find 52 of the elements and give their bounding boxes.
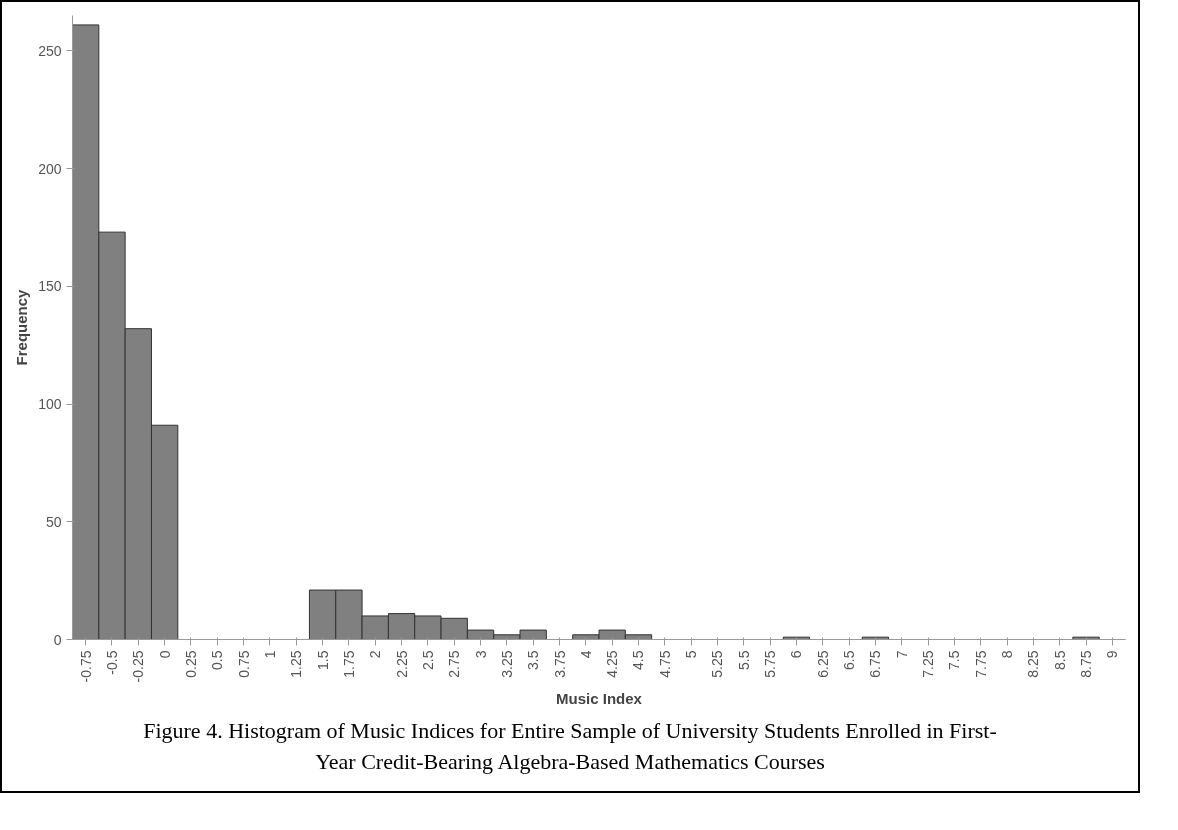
x-tick-label: 4.5	[630, 650, 647, 670]
x-tick-label: 1	[261, 650, 278, 659]
x-tick-label: 8.25	[1025, 650, 1042, 678]
x-tick-label: 0	[156, 650, 173, 659]
x-tick-label: 2.75	[446, 650, 463, 678]
x-axis-title: Music Index	[556, 690, 643, 708]
x-tick-label: 8	[999, 650, 1016, 659]
y-tick-label: 200	[38, 160, 62, 177]
x-tick-label: 5.25	[709, 650, 726, 678]
x-tick-label: 7.25	[920, 650, 937, 678]
x-tick-label: 3.5	[525, 650, 542, 670]
x-tick-label: 6.25	[814, 650, 831, 678]
x-tick-label: 1.5	[314, 650, 331, 670]
x-tick-label: 6.75	[867, 650, 884, 678]
x-tick-label: 6.5	[841, 650, 858, 670]
x-tick-label: 7.75	[972, 650, 989, 678]
x-tick-label: 3.25	[498, 650, 515, 678]
y-tick-label: 250	[38, 42, 62, 59]
x-tick-label: 9	[1104, 650, 1121, 659]
y-tick-label: 50	[45, 513, 62, 530]
x-tick-label: 2.25	[393, 650, 410, 678]
x-tick-label: 5	[683, 650, 700, 659]
x-tick-label: 8.75	[1078, 650, 1095, 678]
x-tick-label: 2	[367, 650, 384, 659]
x-tick-label: 8.5	[1051, 650, 1068, 670]
y-tick-label: 150	[38, 278, 62, 295]
bar	[782, 636, 811, 640]
y-tick-label: 100	[38, 396, 62, 413]
x-tick-label: 1.25	[288, 650, 305, 678]
x-tick-label: 4.25	[604, 650, 621, 678]
x-tick-label: -0.75	[77, 650, 94, 683]
y-tick-label: 0	[53, 631, 62, 648]
x-tick-label: 4	[577, 650, 594, 659]
y-axis-title: Frequency	[13, 288, 31, 366]
x-tick-label: 0.5	[209, 650, 226, 670]
x-tick-label: -0.25	[130, 650, 147, 683]
x-tick-label: -0.5	[103, 650, 120, 675]
x-tick-label: 2.5	[419, 650, 436, 670]
x-tick-label: 7	[893, 650, 910, 659]
x-tick-label: 0.75	[235, 650, 252, 678]
x-tick-label: 0.25	[182, 650, 199, 678]
x-tick-label: 3	[472, 650, 489, 659]
x-tick-label: 1.75	[340, 650, 357, 678]
x-tick-label: 6	[788, 650, 805, 659]
bar	[861, 636, 890, 640]
bar	[1072, 636, 1100, 640]
x-tick-label: 4.75	[656, 650, 673, 678]
x-tick-label: 5.5	[735, 650, 752, 670]
caption: Figure 4. Histogram of Music Indices for Entire Sample of University Students Enrolled in First-Year Credit-Bearing Algebra-Based Mathematics Courses	[142, 717, 998, 777]
x-tick-label: 3.75	[551, 650, 568, 678]
x-tick-label: 7.5	[946, 650, 963, 670]
x-tick-label: 5.75	[762, 650, 779, 678]
